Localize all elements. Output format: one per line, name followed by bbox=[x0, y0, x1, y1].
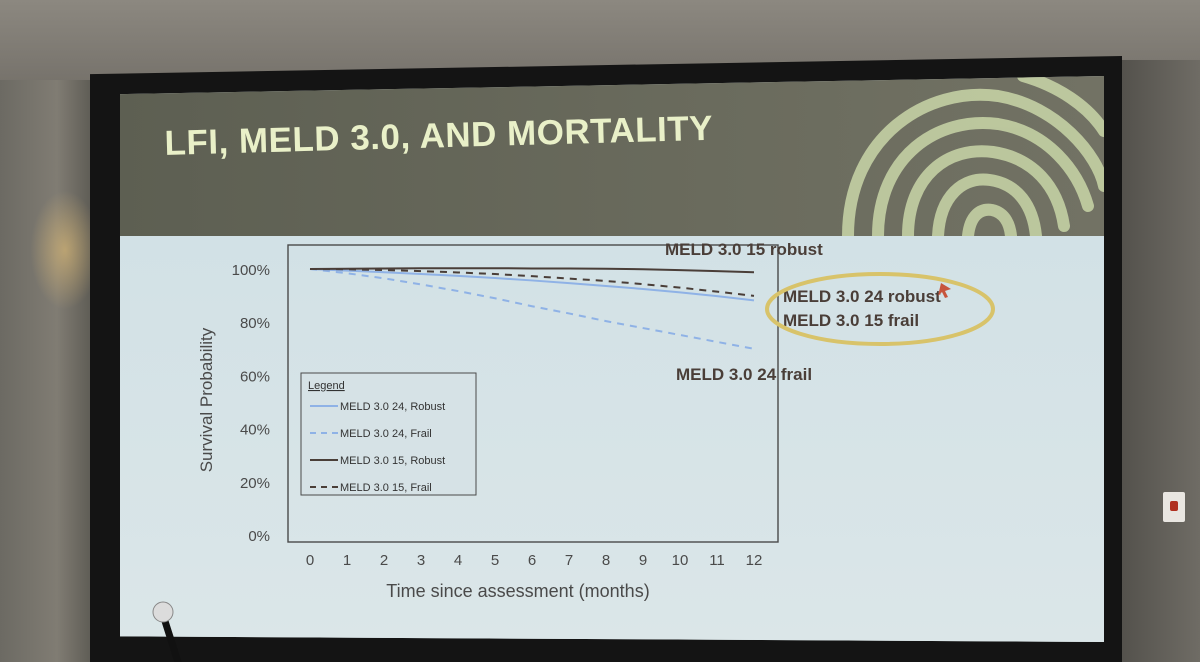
microphone-icon bbox=[152, 601, 182, 662]
x-tick-label: 4 bbox=[454, 552, 462, 569]
annotation-meld15-robust: MELD 3.0 15 robust bbox=[665, 240, 823, 259]
x-axis-label: Time since assessment (months) bbox=[386, 581, 649, 601]
x-tick-label: 3 bbox=[417, 552, 425, 569]
series-line-3 bbox=[309, 268, 755, 297]
x-tick-label: 2 bbox=[380, 552, 388, 569]
annotations: MELD 3.0 15 robust MELD 3.0 24 robust ME… bbox=[665, 240, 941, 384]
y-tick-label: 60% bbox=[240, 368, 270, 385]
plot-area bbox=[287, 244, 779, 543]
annotation-meld24-robust: MELD 3.0 24 robust bbox=[783, 287, 941, 306]
x-tick-label: 12 bbox=[746, 552, 763, 569]
y-tick-label: 100% bbox=[232, 262, 270, 279]
x-tick-label: 8 bbox=[602, 552, 610, 569]
series-line-2 bbox=[309, 267, 755, 274]
series-line-1 bbox=[309, 268, 755, 350]
annotation-meld15-frail: MELD 3.0 15 frail bbox=[783, 311, 919, 330]
room-wall-left bbox=[0, 80, 95, 662]
series-line-0 bbox=[309, 268, 755, 302]
legend-entry-frail-24: MELD 3.0 24, Frail bbox=[340, 428, 432, 440]
legend-title: Legend bbox=[308, 380, 345, 392]
highlight-ellipse bbox=[765, 272, 995, 346]
presentation-slide: LFI, MELD 3.0, AND MORTALITY bbox=[120, 76, 1104, 642]
y-tick-label: 40% bbox=[240, 422, 270, 439]
legend-entry-robust-15: MELD 3.0 15, Robust bbox=[340, 455, 445, 467]
cursor-arrow-icon bbox=[938, 283, 951, 298]
x-tick-label: 11 bbox=[709, 552, 725, 569]
y-tick-label: 20% bbox=[240, 475, 270, 492]
x-tick-label: 0 bbox=[306, 552, 314, 569]
legend-box bbox=[300, 372, 477, 496]
legend-entry-frail-15: MELD 3.0 15, Frail bbox=[340, 482, 432, 494]
x-tick-label: 9 bbox=[639, 552, 647, 569]
y-tick-label: 80% bbox=[240, 315, 270, 332]
fire-alarm-icon bbox=[1163, 492, 1185, 522]
fingerprint-icon bbox=[842, 76, 1104, 236]
x-tick-label: 5 bbox=[491, 552, 499, 569]
annotation-meld24-frail: MELD 3.0 24 frail bbox=[676, 365, 812, 384]
tick-layer: 0%20%40%60%80%100%0 1 2 3 4 5 6 7 8 9 10 11 12 bbox=[232, 262, 763, 569]
wall-lamp-glow bbox=[30, 190, 100, 310]
series-layer bbox=[309, 267, 755, 350]
y-tick-label: 0% bbox=[248, 528, 270, 545]
legend: Legend MELD 3.0 24, Robust MELD 3.0 24, … bbox=[300, 372, 477, 496]
x-tick-label: 6 bbox=[528, 552, 536, 569]
x-tick-label: 1 bbox=[343, 552, 351, 569]
y-axis-label: Survival Probability bbox=[197, 327, 216, 472]
x-tick-label: 7 bbox=[565, 552, 573, 569]
x-tick-label: 10 bbox=[672, 552, 689, 569]
legend-entry-robust-24: MELD 3.0 24, Robust bbox=[340, 401, 445, 413]
slide-body bbox=[120, 236, 1104, 642]
